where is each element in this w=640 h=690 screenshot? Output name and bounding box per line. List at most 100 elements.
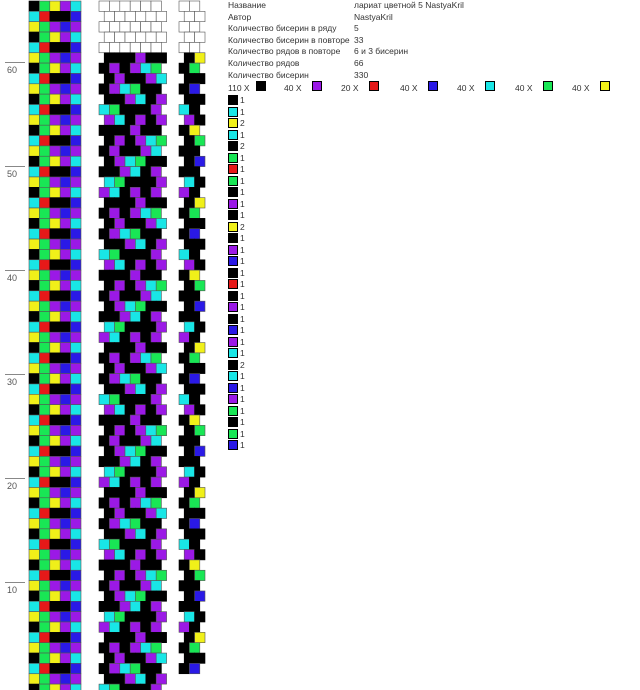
bead [49,476,61,488]
bead [189,207,201,219]
bead [145,466,157,478]
bead [150,559,162,571]
bead [124,176,136,188]
bead [183,611,195,623]
bead [109,83,121,95]
bead [39,373,51,385]
bead [140,166,152,178]
bead [28,425,40,437]
bead [155,218,167,230]
bead [145,652,157,664]
bead [183,218,195,230]
bead [59,73,71,85]
bead [28,528,40,540]
bead [135,528,147,540]
bead [109,538,121,550]
bead [70,518,82,530]
bead [109,249,121,261]
bead [59,11,71,23]
bead [194,114,206,126]
blank-bead [124,31,136,43]
bead [39,311,51,323]
bead [129,373,141,385]
bead [59,590,71,602]
bead [119,621,131,633]
bead [98,538,110,550]
blank-bead [183,31,195,43]
bead [109,393,121,405]
bead [28,280,40,292]
bead [49,642,61,654]
bead [155,673,167,685]
bead [103,362,115,374]
bead [155,114,167,126]
bead [70,456,82,468]
sequence-color-swatch [228,428,238,439]
bead [145,445,157,457]
bead [109,456,121,468]
bead [59,580,71,592]
bead [39,249,51,261]
bead [183,487,195,499]
bead [70,300,82,312]
bead [155,93,167,105]
bead [39,93,51,105]
bead [70,642,82,654]
bead [119,642,131,654]
bead [194,611,206,623]
bead [49,52,61,64]
bead [103,445,115,457]
bead [155,155,167,167]
ruler-tick-label: 10 [7,585,18,595]
bead [129,207,141,219]
bead [59,42,71,54]
bead [28,300,40,312]
bead [28,311,40,323]
bead [189,456,201,468]
bead [70,197,82,209]
bead [178,435,190,447]
bead [28,207,40,219]
bead [39,0,51,12]
blank-bead [119,21,131,33]
bead [28,269,40,281]
bead [98,352,110,364]
bead [189,559,201,571]
bead [59,52,71,64]
bead [194,549,206,561]
bead [119,104,131,116]
bead [28,445,40,457]
bead [119,538,131,550]
bead [150,435,162,447]
sequence-color-swatch [228,371,238,381]
bead [59,238,71,250]
bead [119,373,131,385]
bead [39,342,51,354]
bead [103,611,115,623]
bead [70,187,82,198]
bead [49,0,61,12]
bead [194,383,206,395]
bead [178,124,190,136]
bead [70,373,82,385]
bead [28,155,40,167]
bead [129,559,141,571]
bead [98,683,110,690]
bead [114,52,126,64]
bead [150,166,162,178]
bead [178,228,190,240]
bead [124,321,136,333]
bead [98,290,110,302]
bead [150,249,162,261]
sequence-color-swatch [228,336,238,347]
bead [70,114,82,126]
ruler-tick [5,166,25,167]
bead [28,569,40,581]
bead [135,487,147,499]
bead [178,373,190,385]
bead [145,404,157,416]
bead [39,73,51,85]
bead [70,62,82,74]
bead [145,673,157,685]
bead [150,642,162,654]
